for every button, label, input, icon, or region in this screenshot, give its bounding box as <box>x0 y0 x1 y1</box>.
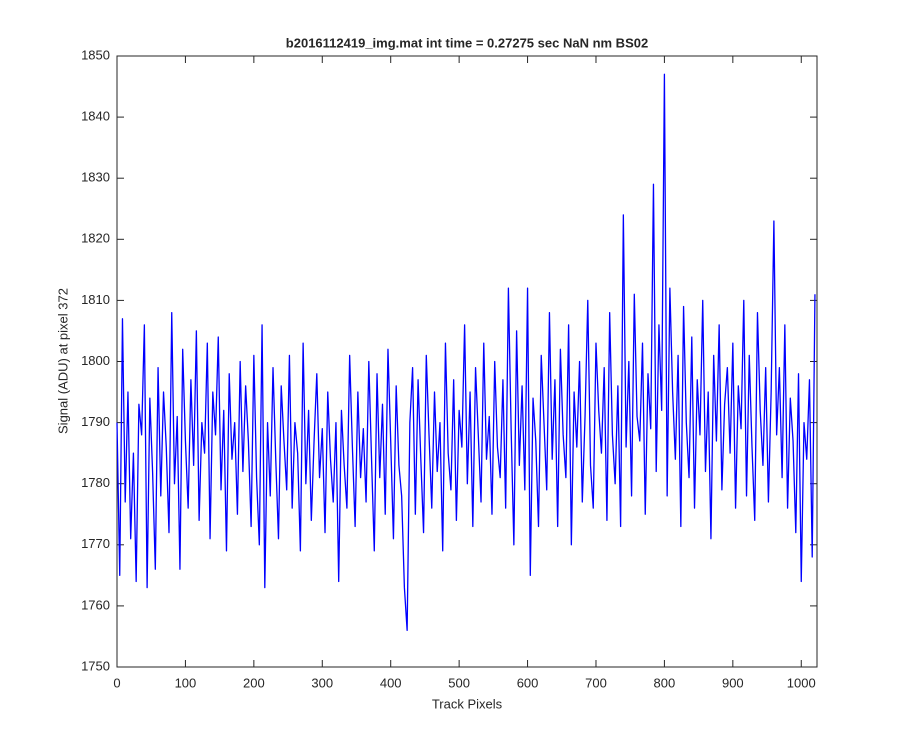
x-tick-label: 900 <box>722 675 744 690</box>
x-tick-label: 200 <box>243 675 265 690</box>
y-tick-label: 1760 <box>81 597 110 612</box>
y-tick-label: 1810 <box>81 292 110 307</box>
y-tick-label: 1780 <box>81 475 110 490</box>
x-tick-label: 300 <box>311 675 333 690</box>
data-line <box>116 73 816 631</box>
x-tick-label: 500 <box>448 675 470 690</box>
y-tick-label: 1750 <box>81 658 110 673</box>
x-tick-label: 700 <box>585 675 607 690</box>
x-axis-label: Track Pixels <box>432 696 503 711</box>
y-tick-label: 1830 <box>81 170 110 185</box>
x-tick-label: 1000 <box>787 675 816 690</box>
x-tick-label: 100 <box>175 675 197 690</box>
y-tick-label: 1820 <box>81 231 110 246</box>
axes-box <box>116 55 818 668</box>
y-tick-label: 1800 <box>81 353 110 368</box>
x-tick-label: 600 <box>517 675 539 690</box>
y-tick-label: 1840 <box>81 109 110 124</box>
x-tick-label: 800 <box>654 675 676 690</box>
y-tick-label: 1790 <box>81 414 110 429</box>
y-tick-label: 1770 <box>81 536 110 551</box>
x-tick-label: 0 <box>113 675 120 690</box>
chart-title: b2016112419_img.mat int time = 0.27275 s… <box>286 35 648 50</box>
y-axis-label: Signal (ADU) at pixel 372 <box>55 288 70 434</box>
y-tick-label: 1850 <box>81 47 110 62</box>
x-tick-label: 400 <box>380 675 402 690</box>
